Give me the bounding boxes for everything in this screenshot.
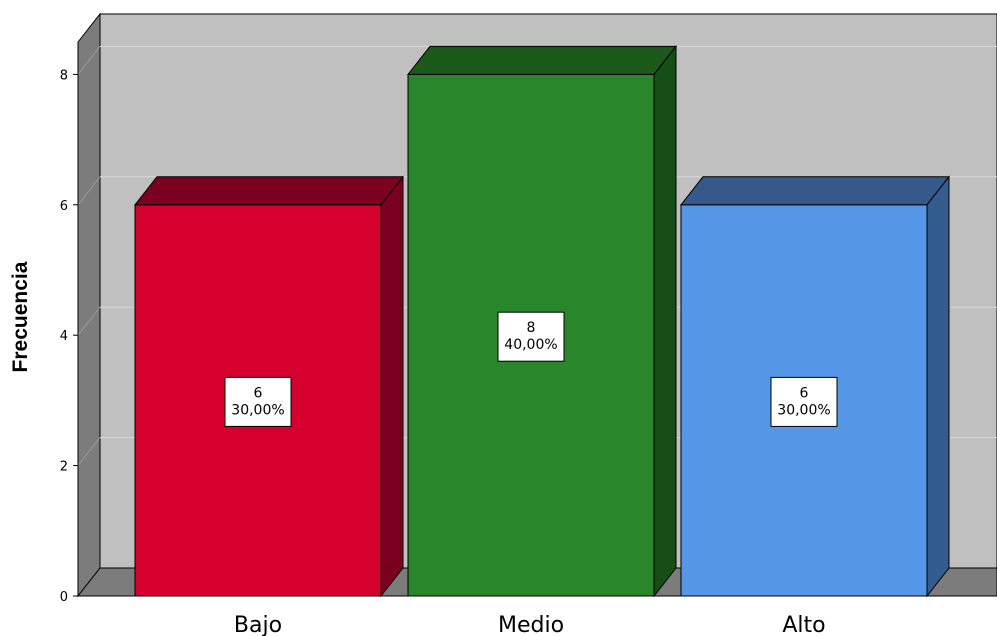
y-axis: 0 2 4 6 8 xyxy=(60,51,79,605)
y-tick-label: 8 xyxy=(60,68,68,83)
data-label-percent: 40,00% xyxy=(504,337,557,353)
y-tick-label: 0 xyxy=(60,590,68,605)
data-label-percent: 30,00% xyxy=(231,402,284,418)
data-label-count: 8 xyxy=(527,320,536,336)
left-wall xyxy=(77,12,101,598)
data-label: 840,00% xyxy=(497,311,565,362)
bar-medio xyxy=(406,44,678,598)
bar-side xyxy=(380,175,404,598)
gridline-side xyxy=(77,437,101,466)
data-labels: 630,00%840,00%630,00% xyxy=(224,311,838,427)
gridline-side xyxy=(77,306,101,336)
data-label-count: 6 xyxy=(800,385,809,401)
bar-top xyxy=(406,45,678,75)
data-label-box xyxy=(497,311,565,362)
data-label: 630,00% xyxy=(224,376,292,427)
data-label-percent: 30,00% xyxy=(777,402,830,418)
x-category-label: Bajo xyxy=(234,613,282,636)
x-category-label: Medio xyxy=(498,613,564,636)
y-axis-title: Frecuencia xyxy=(9,261,32,372)
gridline-side xyxy=(77,176,101,206)
y-tick-label: 4 xyxy=(60,329,68,344)
y-tick-label: 6 xyxy=(60,199,68,214)
x-category-label: Alto xyxy=(782,613,825,636)
bar-side xyxy=(653,44,677,598)
bar-side xyxy=(926,175,950,598)
bar-top xyxy=(679,176,951,206)
gridline-side xyxy=(77,46,101,75)
y-tick-label: 2 xyxy=(60,460,68,475)
data-label-box xyxy=(224,376,292,427)
data-label: 630,00% xyxy=(770,376,838,427)
data-label-box xyxy=(770,376,838,427)
x-axis: Bajo Medio Alto xyxy=(234,613,826,636)
data-label-count: 6 xyxy=(254,385,263,401)
bar-top xyxy=(133,176,405,206)
